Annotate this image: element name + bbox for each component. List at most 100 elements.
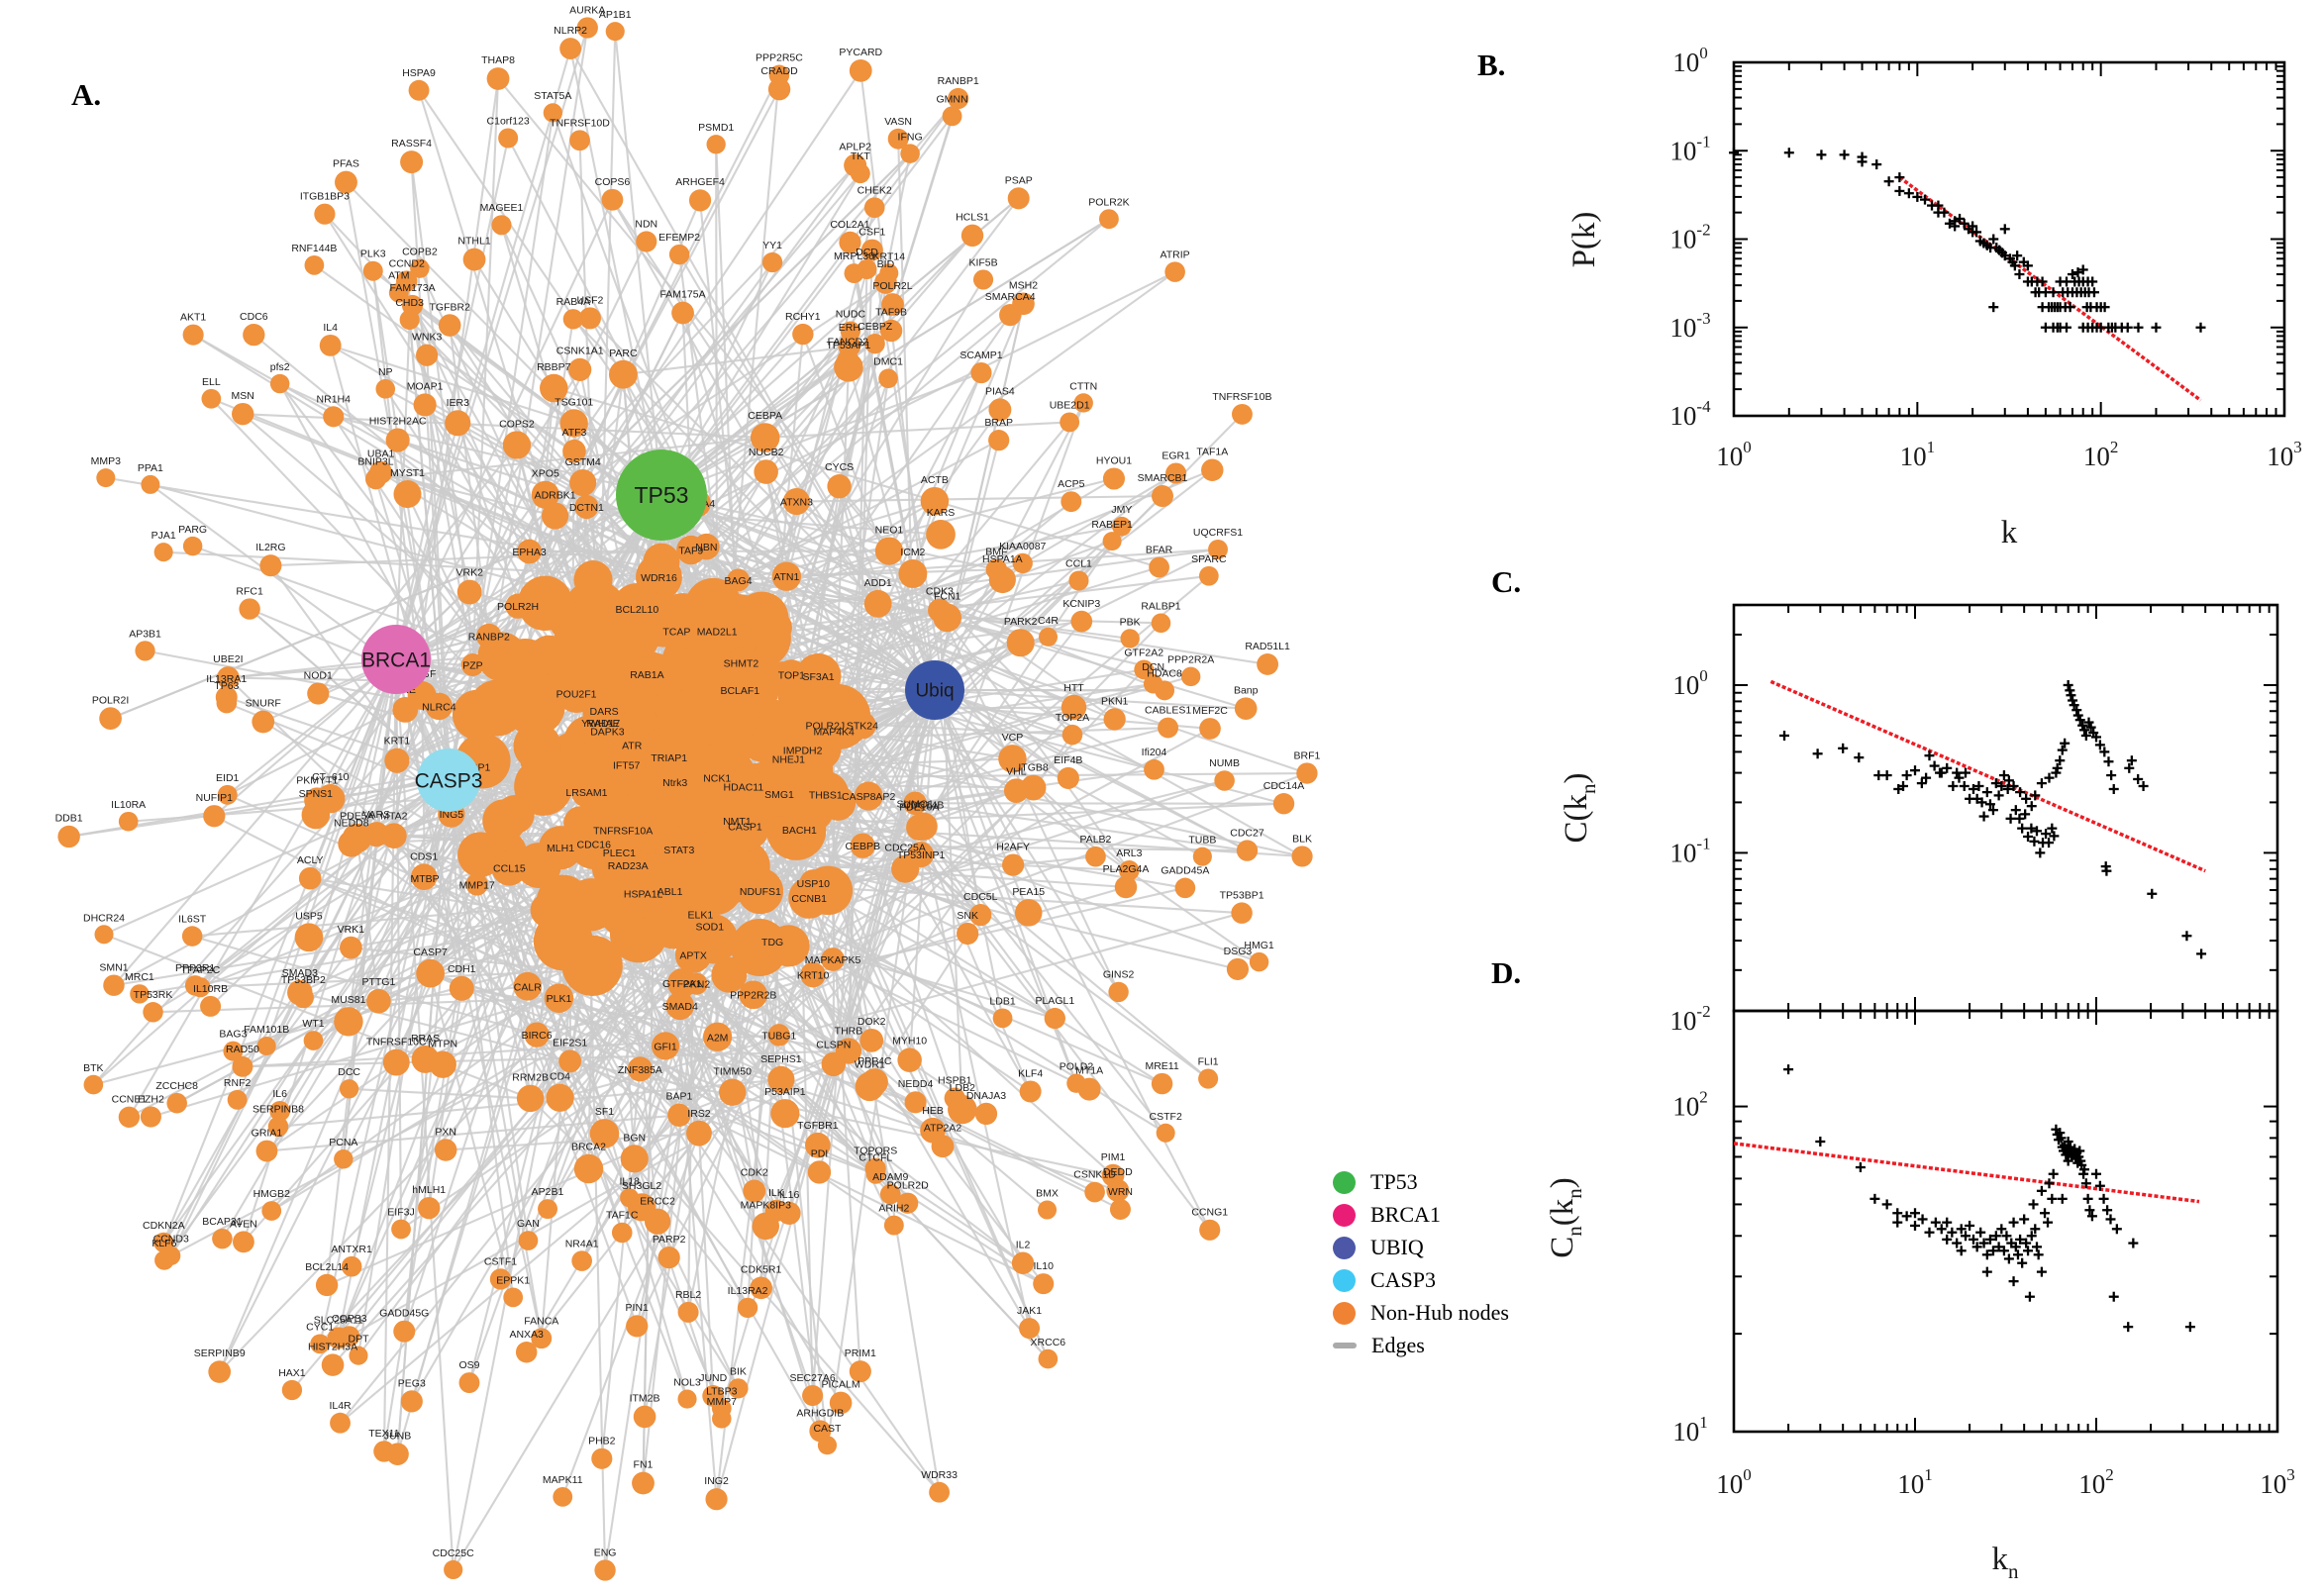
svg-text:CYC1: CYC1 [306,1321,334,1333]
svg-text:GMNN: GMNN [937,93,968,105]
svg-text:BRF1: BRF1 [1294,749,1321,761]
panel-b-label: B. [1477,48,1506,82]
svg-text:CDC14B: CDC14B [903,800,944,812]
svg-text:PPP2R5C: PPP2R5C [756,52,803,64]
svg-text:C1orf123: C1orf123 [487,115,530,127]
svg-text:MAP4K4: MAP4K4 [813,727,855,739]
svg-text:100: 100 [1716,438,1752,471]
svg-text:TNFRSF10D: TNFRSF10D [550,117,610,129]
svg-text:IFNG: IFNG [898,131,923,143]
svg-text:VASN: VASN [884,116,912,128]
svg-text:PARG: PARG [178,524,207,536]
svg-text:PKN1: PKN1 [1101,695,1129,707]
svg-text:SPNS1: SPNS1 [299,788,334,800]
edge-line-icon [1333,1343,1357,1348]
svg-text:H2AFY: H2AFY [996,841,1030,852]
svg-text:ING5: ING5 [440,809,464,821]
svg-text:JUND: JUND [699,1372,727,1384]
svg-text:UBE2I: UBE2I [213,653,243,665]
svg-text:MYH10: MYH10 [892,1035,927,1047]
svg-text:LTBP3: LTBP3 [706,1386,737,1398]
svg-text:ATR: ATR [622,740,643,751]
svg-text:COPS2: COPS2 [499,418,535,430]
svg-text:IL4: IL4 [323,322,338,334]
svg-text:SH3GL2: SH3GL2 [622,1180,661,1192]
svg-text:EIF3J: EIF3J [387,1207,414,1219]
svg-text:103: 103 [2260,1465,2295,1499]
svg-text:ARHGEF4: ARHGEF4 [675,176,725,188]
svg-text:kn: kn [1992,1542,2020,1583]
svg-text:TP53RK: TP53RK [134,989,173,1001]
svg-text:CCNB1: CCNB1 [791,893,827,905]
legend-label-casp3: CASP3 [1370,1267,1437,1292]
svg-text:DSG3: DSG3 [1224,946,1253,957]
svg-text:GINS2: GINS2 [1103,969,1135,981]
svg-text:WT1: WT1 [302,1018,324,1030]
svg-text:RBL2: RBL2 [675,1289,701,1301]
svg-text:UBA1: UBA1 [367,449,395,460]
svg-text:LDB2: LDB2 [950,1082,975,1094]
svg-text:P(k): P(k) [1566,212,1602,268]
svg-text:ICM2: ICM2 [900,547,925,558]
svg-text:MRC1: MRC1 [125,971,154,983]
svg-text:POLR2H: POLR2H [497,601,539,613]
svg-text:DOK2: DOK2 [858,1016,886,1028]
svg-text:SNURF: SNURF [246,698,281,710]
svg-text:Ifi204: Ifi204 [1142,747,1167,758]
svg-text:101: 101 [1672,1413,1708,1446]
svg-text:ZNF385A: ZNF385A [618,1064,662,1076]
svg-text:IL2RG: IL2RG [255,542,285,553]
svg-text:RNF2: RNF2 [224,1077,252,1089]
svg-text:PARP2: PARP2 [653,1234,686,1246]
svg-text:USF2: USF2 [577,294,604,306]
svg-text:CDC5L: CDC5L [963,891,998,903]
svg-text:KRT1: KRT1 [384,736,411,748]
svg-text:PKMYT1: PKMYT1 [296,774,338,786]
svg-text:COPB2: COPB2 [402,246,438,257]
svg-text:TNFRSF10A: TNFRSF10A [593,826,653,838]
svg-text:IL10: IL10 [1034,1260,1055,1272]
svg-text:CTTN: CTTN [1069,380,1097,392]
network-graph: USF2 ICM2 CDC6 COPS6 COPS2 COPS3 CCND2 CDK3 CCNB… [55,4,1321,1581]
svg-text:IL13RA2: IL13RA2 [728,1285,768,1297]
svg-text:GTF2A1: GTF2A1 [662,978,702,990]
svg-text:CSTF2: CSTF2 [1150,1111,1182,1123]
svg-text:DAPK3: DAPK3 [590,727,625,739]
svg-text:THRB: THRB [835,1025,863,1037]
svg-text:PICALM: PICALM [822,1379,860,1391]
svg-text:10-2: 10-2 [1669,221,1710,254]
svg-text:102: 102 [2078,1465,2114,1499]
svg-text:TOP2A: TOP2A [1056,712,1089,724]
svg-text:FANCD2: FANCD2 [828,336,869,348]
svg-text:CASP7: CASP7 [413,947,448,958]
svg-text:HSPB1: HSPB1 [938,1075,972,1087]
legend-item-nonhub: Non-Hub nodes [1333,1301,1509,1325]
svg-text:PPP2R2B: PPP2R2B [730,990,776,1002]
svg-text:WDR33: WDR33 [921,1469,958,1481]
svg-text:pfs2: pfs2 [270,361,290,373]
svg-text:CHD3: CHD3 [395,297,424,309]
svg-text:HSPA1A: HSPA1A [982,553,1023,565]
svg-text:SMAD4: SMAD4 [662,1001,698,1013]
svg-text:PDI: PDI [811,1147,829,1159]
svg-text:ARHGDIB: ARHGDIB [796,1407,844,1419]
svg-text:NOL3: NOL3 [673,1377,701,1389]
svg-text:PPP4C: PPP4C [858,1055,892,1067]
svg-text:TIMM50: TIMM50 [713,1066,752,1078]
svg-text:ARIH2: ARIH2 [878,1203,909,1215]
svg-text:KRT10: KRT10 [797,970,830,982]
svg-text:SPARC: SPARC [1191,553,1227,565]
svg-text:TAF1C: TAF1C [606,1210,639,1222]
svg-text:NEO1: NEO1 [875,524,904,536]
svg-text:CDKN2A: CDKN2A [143,1220,185,1232]
svg-text:VRK1: VRK1 [338,924,365,936]
svg-text:CABLES1: CABLES1 [1145,705,1191,717]
svg-text:RAD17: RAD17 [586,718,620,730]
svg-text:CD4: CD4 [550,1071,570,1083]
svg-text:DCN: DCN [1142,661,1164,673]
svg-text:XRCC6: XRCC6 [1031,1337,1066,1348]
svg-text:NUMB: NUMB [1209,757,1240,769]
svg-text:CCL15: CCL15 [493,863,526,875]
svg-text:PLA2G4A: PLA2G4A [1103,863,1150,875]
svg-text:CDC14A: CDC14A [1263,780,1304,792]
